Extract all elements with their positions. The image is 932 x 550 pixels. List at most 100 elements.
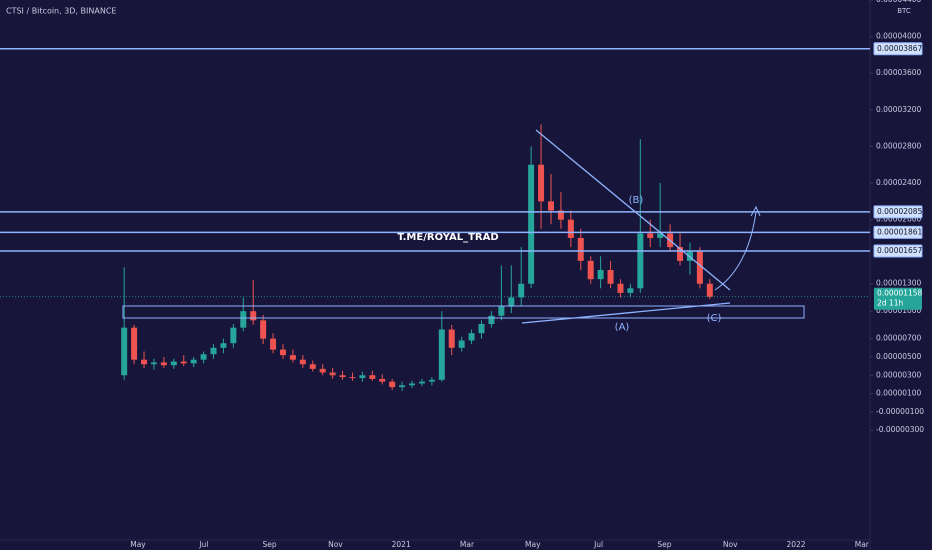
candle-body	[180, 361, 187, 364]
y-tick-label: 0.00000300	[876, 370, 922, 379]
x-tick-label: Mar	[460, 540, 475, 549]
last-price-bg	[874, 287, 922, 310]
candle-body	[210, 347, 217, 355]
trendline	[535, 129, 731, 291]
candle-body	[647, 233, 654, 238]
arrow-head	[750, 205, 761, 217]
candle-body	[339, 375, 346, 378]
candle-body	[309, 364, 316, 369]
candle-body	[508, 297, 515, 307]
candle-body	[240, 311, 247, 328]
candle-body	[518, 283, 525, 298]
candle-body	[399, 385, 406, 388]
x-tick-label: May	[525, 540, 541, 549]
annotation: (B)	[629, 195, 644, 206]
candle-body	[121, 327, 128, 376]
level-label: 0.00001861	[877, 227, 923, 236]
last-price-label: 0.00001158	[877, 289, 923, 298]
y-tick-label: 0.00004400	[876, 0, 922, 4]
y-tick-label: 0.00001300	[876, 279, 922, 288]
y-tick-label: 0.00002000	[876, 215, 922, 224]
candle-body	[319, 368, 326, 373]
candle-body	[359, 375, 366, 378]
candle-body	[369, 375, 376, 379]
x-tick-label: Mar	[855, 540, 870, 549]
price-axis	[870, 0, 932, 550]
candle-body	[677, 247, 684, 261]
trendline	[521, 302, 731, 324]
y-tick-label: -0.00000300	[876, 425, 924, 434]
candle-body	[150, 362, 157, 365]
candle-body	[706, 283, 713, 297]
candle-body	[547, 201, 554, 211]
candle-body	[349, 377, 356, 379]
countdown: 2d 11h	[877, 299, 903, 308]
candle-body	[627, 288, 634, 293]
candle-body	[458, 340, 465, 348]
candle-body	[190, 359, 197, 364]
candle-body	[200, 354, 207, 360]
chart-title: CTSI / Bitcoin, 3D, BINANCE	[6, 7, 116, 16]
currency: BTC	[897, 7, 911, 15]
candle-body	[329, 372, 336, 376]
y-tick-label: -0.00000100	[876, 407, 924, 416]
candle-body	[389, 381, 396, 388]
y-tick-label: 0.00002800	[876, 141, 922, 150]
candle-body	[250, 311, 257, 321]
level-label-bg	[873, 205, 923, 219]
candle-body	[587, 260, 594, 280]
level-label: 0.00003867	[877, 44, 923, 53]
x-tick-label: May	[130, 540, 146, 549]
level-label: 0.00002085	[877, 207, 923, 216]
candle-body	[538, 164, 545, 202]
y-tick-label: 0.00000100	[876, 389, 922, 398]
candle-body	[220, 343, 227, 348]
candle-body	[141, 359, 148, 365]
candle-body	[696, 251, 703, 284]
x-tick-label: Sep	[263, 540, 277, 549]
y-tick-label: 0.00000500	[876, 352, 922, 361]
x-tick-label: Sep	[657, 540, 671, 549]
x-tick-label: Nov	[723, 540, 738, 549]
candle-body	[657, 233, 664, 238]
candle-body	[379, 378, 386, 382]
candle-body	[597, 270, 604, 280]
candle-body	[448, 329, 455, 348]
candle-body	[160, 362, 167, 366]
support-zone	[122, 305, 805, 319]
candle-body	[498, 306, 505, 316]
candle-body	[607, 270, 614, 284]
annotation: (C)	[707, 313, 722, 324]
level-label-bg	[873, 244, 923, 258]
level-label-bg	[873, 225, 923, 239]
x-tick-label: Nov	[328, 540, 343, 549]
x-tick-label: Jul	[198, 540, 208, 549]
candle-body	[131, 327, 138, 360]
candle-body	[528, 164, 535, 284]
candle-body	[270, 338, 277, 350]
candle-body	[567, 219, 574, 238]
candle-body	[428, 379, 435, 382]
candle-body	[468, 333, 475, 341]
candle-body	[438, 329, 445, 380]
candle-body	[230, 327, 237, 344]
level-label: 0.00001657	[877, 246, 923, 255]
y-tick-label: 0.00004000	[876, 32, 922, 41]
candle-body	[637, 233, 644, 289]
projection-arrow	[714, 211, 757, 291]
y-tick-label: 0.00002400	[876, 178, 922, 187]
y-tick-label: 0.00000700	[876, 334, 922, 343]
candle-body	[418, 381, 425, 384]
candle-body	[289, 355, 296, 360]
candle-body	[279, 349, 286, 356]
y-tick-label: 0.00001000	[876, 306, 922, 315]
annotation: (A)	[615, 322, 630, 333]
candle-body	[260, 320, 267, 339]
y-tick-label: 0.00003600	[876, 68, 922, 77]
candle-body	[409, 383, 416, 386]
annotation: T.ME/ROYAL_TRAD	[397, 232, 498, 243]
candle-body	[577, 237, 584, 261]
y-tick-label: 0.00003200	[876, 105, 922, 114]
